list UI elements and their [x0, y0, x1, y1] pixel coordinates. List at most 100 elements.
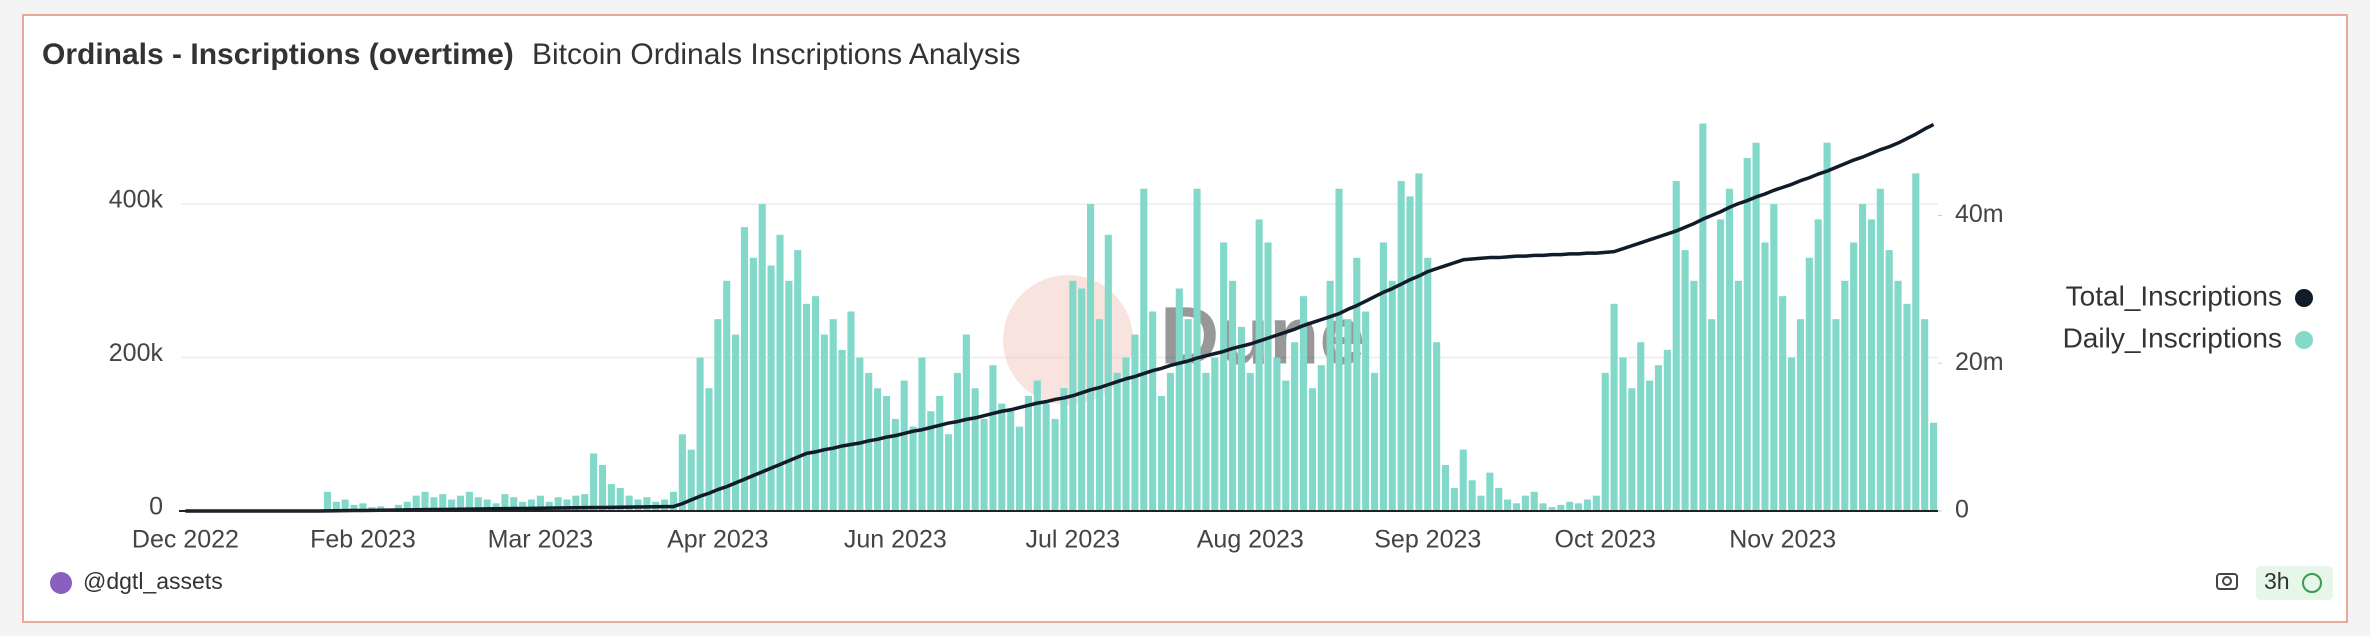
bar — [1104, 234, 1112, 511]
bar — [1930, 422, 1938, 511]
bar — [891, 418, 899, 511]
chart-subtitle: Bitcoin Ordinals Inscriptions Analysis — [532, 38, 1021, 71]
bar — [1078, 288, 1086, 511]
watermark-logo — [1003, 275, 1133, 405]
bar — [678, 434, 686, 511]
bar — [1663, 349, 1671, 511]
bar — [1016, 426, 1024, 511]
bar — [1131, 334, 1139, 511]
bar — [785, 280, 793, 511]
bar — [341, 499, 349, 511]
bar — [1184, 319, 1192, 511]
bar — [998, 403, 1006, 511]
bar — [1282, 380, 1290, 511]
bar — [1166, 372, 1174, 511]
bar — [1291, 342, 1299, 511]
bar — [1308, 388, 1316, 511]
bar — [607, 484, 615, 511]
bar — [909, 426, 917, 511]
bar — [1530, 491, 1538, 511]
bar — [332, 501, 340, 511]
bar — [1087, 204, 1095, 512]
bar — [1885, 250, 1893, 511]
bar — [803, 303, 811, 511]
bar — [1708, 319, 1716, 511]
legend-swatch — [2295, 331, 2313, 349]
bar — [1832, 319, 1840, 511]
y2-tick-label: 0 — [1955, 496, 1969, 524]
x-tick-label: Jun 2023 — [844, 526, 947, 554]
bar — [456, 495, 465, 511]
bar — [1921, 319, 1929, 511]
bar — [1433, 342, 1441, 511]
bar — [1859, 204, 1867, 512]
bar — [1894, 280, 1902, 511]
bar — [1841, 280, 1849, 511]
bar — [430, 497, 438, 511]
x-tick-label: Nov 2023 — [1729, 526, 1836, 554]
y-tick-label: 400k — [109, 186, 164, 214]
bar — [590, 453, 598, 511]
bar — [1450, 487, 1458, 511]
bar — [501, 494, 509, 511]
bar — [732, 334, 740, 511]
bar — [1752, 142, 1760, 511]
bar — [962, 334, 970, 511]
bar — [776, 234, 784, 511]
bar — [1335, 188, 1343, 511]
bar — [927, 411, 935, 511]
bar — [1628, 388, 1636, 511]
bar — [1175, 288, 1183, 511]
bar — [1477, 495, 1485, 511]
bar — [669, 491, 678, 511]
chart-title: Ordinals - Inscriptions (overtime) — [42, 38, 514, 71]
bar — [945, 434, 953, 511]
bar — [1504, 499, 1512, 511]
bar — [1441, 464, 1450, 511]
x-tick-label: Sep 2023 — [1374, 526, 1481, 554]
bar — [1007, 411, 1015, 511]
bar — [1690, 280, 1698, 511]
bar — [1237, 326, 1245, 511]
bar — [625, 495, 633, 511]
bar — [882, 395, 891, 511]
camera-icon[interactable] — [2216, 573, 2238, 590]
bar — [616, 487, 624, 511]
bar — [874, 388, 882, 511]
bar — [1344, 319, 1352, 511]
bar — [1122, 357, 1130, 511]
bar — [1149, 311, 1157, 511]
bar — [1725, 188, 1734, 511]
bar — [1495, 487, 1503, 511]
bar — [643, 497, 651, 511]
bar — [1468, 480, 1476, 511]
bar — [1157, 395, 1166, 511]
bar — [1193, 188, 1201, 511]
bar — [1672, 181, 1680, 512]
bar — [1211, 357, 1219, 511]
bar — [483, 499, 491, 511]
bar — [1512, 503, 1521, 511]
bar — [403, 501, 411, 511]
bar — [1814, 219, 1822, 511]
bar — [1583, 499, 1592, 511]
x-tick-label: Feb 2023 — [310, 526, 416, 554]
bar — [412, 495, 420, 511]
bar — [421, 491, 429, 511]
bar — [527, 499, 536, 511]
line — [185, 122, 1935, 513]
bar — [1681, 250, 1689, 511]
bar — [448, 499, 456, 511]
bar — [634, 499, 642, 511]
bar — [811, 296, 820, 511]
bar — [1415, 173, 1423, 511]
card — [22, 14, 2348, 623]
author[interactable]: @dgtl_assets — [83, 568, 223, 594]
bar — [1388, 280, 1396, 511]
bar — [1459, 449, 1467, 511]
bar — [1379, 242, 1387, 511]
bar — [918, 357, 926, 511]
bar — [1370, 372, 1379, 511]
bar — [536, 495, 544, 511]
bar — [1317, 365, 1325, 511]
